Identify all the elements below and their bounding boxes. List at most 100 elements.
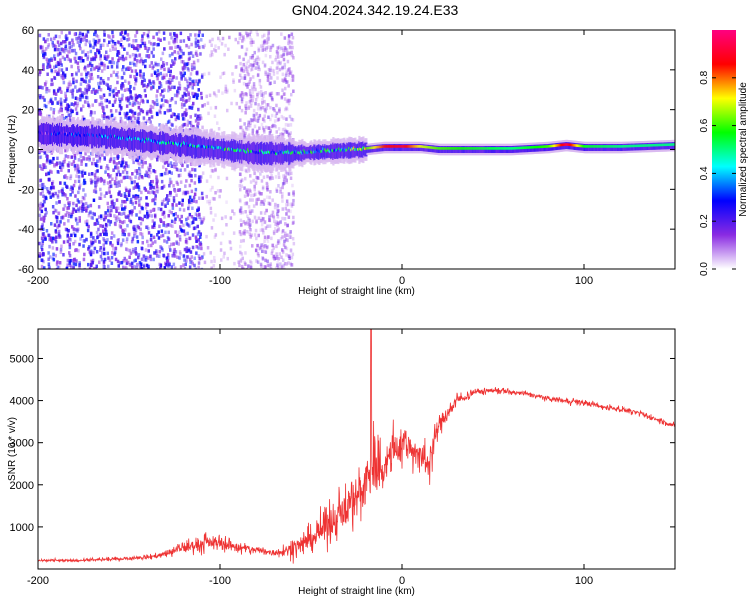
scatter-cell [41,45,44,49]
scatter-cell [97,205,101,209]
scatter-cell [113,100,117,104]
scatter-cell [89,210,92,214]
scatter-cell [266,174,269,179]
scatter-cell [134,196,137,200]
scatter-cell [179,31,183,36]
scatter-cell [179,173,182,177]
scatter-cell [96,75,100,79]
scatter-cell [181,117,185,121]
scatter-cell [270,173,273,178]
scatter-cell [112,94,116,98]
scatter-cell [165,256,169,260]
scatter-cell [245,101,248,105]
scatter-cell [70,109,74,113]
scatter-cell [136,101,139,105]
scatter-cell [276,212,279,216]
scatter-cell [266,103,270,107]
scatter-cell [134,69,138,73]
scatter-cell [135,46,138,51]
scatter-cell [226,88,229,93]
scatter-cell [269,68,272,73]
scatter-cell [85,88,89,93]
scatter-cell [64,40,67,44]
scatter-cell [196,117,199,121]
scatter-cell [250,67,254,71]
scatter-cell [123,47,126,51]
scatter-cell [55,201,58,205]
scatter-cell [239,244,242,249]
scatter-cell [257,197,260,201]
scatter-cell [269,129,272,133]
scatter-cell [168,209,172,214]
scatter-cell [71,186,74,190]
scatter-cell [287,84,290,88]
scatter-cell [190,63,194,67]
scatter-cell [250,85,254,90]
scatter-cell [169,191,172,195]
scatter-cell [265,41,269,45]
scatter-cell [286,238,289,243]
scatter-cell [94,222,97,226]
scatter-cell [138,59,142,64]
scatter-cell [128,188,131,193]
scatter-cell [254,101,257,106]
scatter-cell [123,111,127,116]
scatter-cell [264,72,267,76]
scatter-cell [266,235,270,239]
scatter-cell [250,118,254,122]
scatter-cell [243,229,246,233]
scatter-cell [69,238,72,242]
scatter-cell [225,200,228,204]
scatter-cell [261,48,264,52]
scatter-cell [91,57,94,62]
scatter-cell [290,32,294,36]
scatter-cell [129,251,133,256]
scatter-cell [241,39,244,43]
scatter-cell [210,168,214,173]
scatter-cell [139,196,143,201]
scatter-cell [130,209,133,213]
scatter-cell [186,248,189,252]
scatter-cell [248,232,252,236]
scatter-cell [244,67,248,72]
scatter-cell [255,57,258,62]
scatter-cell [75,174,78,178]
scatter-cell [110,113,114,118]
scatter-cell [120,212,123,216]
scatter-cell [122,265,125,269]
scatter-cell [120,38,123,42]
scatter-cell [68,253,72,258]
scatter-cell [163,254,166,259]
scatter-cell [78,31,82,35]
scatter-cell [258,82,261,86]
scatter-cell [168,170,171,174]
scatter-cell [174,250,178,254]
scatter-cell [192,101,195,106]
scatter-cell [50,58,53,62]
scatter-cell [52,257,56,262]
scatter-cell [278,61,282,66]
scatter-cell [99,54,102,58]
scatter-cell [57,43,61,47]
scatter-cell [168,46,172,50]
scatter-cell [251,91,255,95]
scatter-cell [184,64,187,69]
scatter-cell [40,209,44,214]
scatter-cell [65,266,69,269]
scatter-cell [125,170,129,175]
scatter-cell [159,104,163,108]
scatter-cell [292,56,295,60]
scatter-cell [264,53,268,58]
scatter-cell [197,39,200,44]
scatter-cell [159,218,162,222]
scatter-cell [289,209,292,214]
scatter-cell [244,251,247,255]
scatter-cell [77,69,80,73]
scatter-cell [92,266,96,269]
scatter-cell [237,260,240,264]
scatter-cell [283,77,287,81]
scatter-cell [163,215,166,219]
scatter-cell [120,260,124,265]
scatter-cell [101,251,104,255]
scatter-cell [278,107,281,111]
